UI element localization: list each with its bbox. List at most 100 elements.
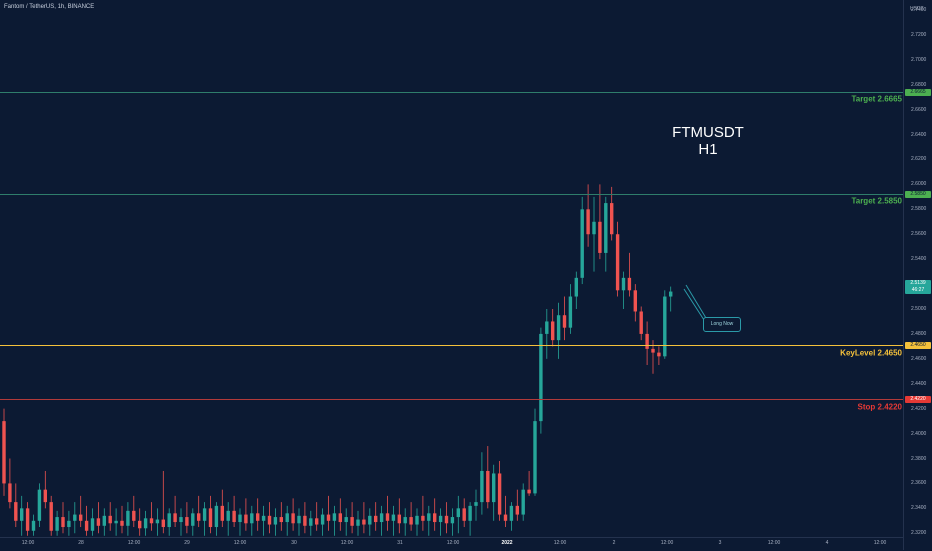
candle-body [84,520,89,531]
candle-body [14,502,18,521]
candle-body [663,296,667,357]
time-tick: 12:00 [233,540,247,546]
candle-body [385,513,390,521]
price-tick: 2.4000 [911,430,927,437]
long-now-callout[interactable]: Long Now [703,317,741,332]
target2-label: Target 2.5850 [851,196,902,206]
candle-body [503,514,508,521]
candle-body [356,519,360,526]
candle-body [220,505,224,521]
candle-body [238,514,242,523]
price-unit-label: USDT [910,6,924,12]
time-tick: 29 [184,540,190,546]
time-tick: 12:00 [767,540,781,546]
price-tick: 2.4800 [911,330,927,337]
candle-body [580,209,584,278]
candle-body [73,514,77,521]
candle-body [244,514,248,524]
candle-body [2,421,6,484]
target1-label: Target 2.6665 [851,94,902,104]
candle-body [610,203,614,235]
time-tick: 30 [291,540,297,546]
candle-body [379,513,384,523]
current-price-tag: 2.5139 46:27 [905,280,931,294]
time-tick: 12:00 [660,540,674,546]
candle-body [31,520,36,531]
time-axis[interactable]: 12:00 28 12:00 29 12:00 30 12:00 31 12:00 2022 12:… [0,537,903,551]
candle-body [362,519,366,525]
candle-body [645,333,649,349]
candle-body [556,315,561,341]
candle-body [173,513,177,523]
candle-body [409,517,413,525]
candle-body [90,518,95,531]
candle-body [462,508,466,521]
target1-price-tag: 2.6665 [905,89,931,96]
candle-body [256,513,260,521]
candle-body [197,513,201,521]
candle-body [639,311,643,334]
time-tick: 12:00 [446,540,460,546]
price-tick: 2.3600 [911,480,927,487]
price-axis[interactable]: USDT 2.7400 2.7200 2.7000 2.6800 2.6600 2.640… [903,0,932,550]
chart-area[interactable]: Fantom / TetherUS, 1h, BINANCE Target 2.… [0,0,903,537]
candle-body [669,291,673,297]
target2-line[interactable] [0,194,903,195]
candle-body [309,518,313,526]
candle-body [143,518,148,529]
candle-body [37,489,42,521]
candle-body [527,489,531,494]
price-tick: 2.4600 [911,355,927,362]
candlestick-series [2,184,673,536]
price-tick: 2.4400 [911,380,927,387]
price-tick: 2.5000 [911,305,927,312]
candle-body [545,321,549,334]
candle-body [480,470,484,503]
candle-body [415,515,419,525]
time-tick: 2 [612,540,616,546]
target1-line[interactable] [0,92,903,93]
candle-body [303,515,307,526]
candle-body [515,505,519,515]
candle-body [403,517,407,524]
price-tick: 2.6800 [911,81,927,88]
candle-body [185,517,189,526]
price-tick: 2.6600 [911,106,927,113]
candle-body [486,470,490,503]
candle-body [285,513,289,523]
candle-body [433,513,437,523]
keylevel-price-tag: 2.4650 [905,342,931,349]
candle-body [456,508,460,518]
time-tick: 28 [78,540,84,546]
candle-body [568,296,573,328]
candle-body [427,513,431,521]
candle-body [155,519,160,524]
candle-body [67,520,71,528]
candle-body [20,508,24,521]
candle-body [132,510,136,521]
price-tick: 2.6400 [911,131,927,138]
candle-body [114,520,118,524]
candle-body [261,515,266,521]
candle-body [621,277,626,291]
candle-body [226,510,230,521]
current-time-value: 46:27 [911,287,925,293]
candle-body [315,518,319,525]
candle-body [55,517,59,531]
time-tick: 12:00 [127,540,141,546]
stop-label: Stop 2.4220 [857,402,902,412]
price-tick: 2.5600 [911,231,927,238]
candle-body [297,515,301,524]
candle-body [138,520,142,529]
candle-body [521,489,525,515]
candle-body [25,508,30,531]
keylevel-line[interactable] [0,345,903,346]
price-tick: 2.6200 [911,156,927,163]
price-tick: 2.4200 [911,405,927,412]
stop-line[interactable] [0,399,903,400]
candle-body [444,515,449,524]
candle-body [273,517,278,525]
price-tick: 2.6000 [911,181,927,188]
candle-body [120,520,124,526]
candle-body [179,517,183,523]
